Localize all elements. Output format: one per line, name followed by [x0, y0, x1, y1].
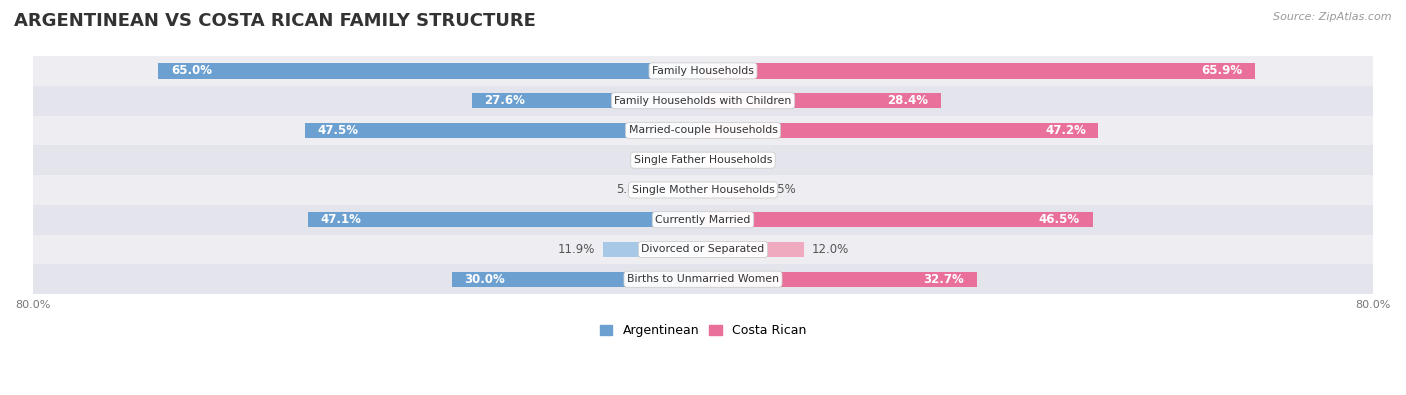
Text: 65.0%: 65.0% [172, 64, 212, 77]
Text: Single Mother Households: Single Mother Households [631, 185, 775, 195]
Text: 2.3%: 2.3% [731, 154, 761, 167]
Bar [703, 212, 1092, 228]
Text: Family Households: Family Households [652, 66, 754, 76]
Text: 65.9%: 65.9% [1202, 64, 1243, 77]
Bar [159, 63, 703, 79]
Text: 2.1%: 2.1% [647, 154, 678, 167]
Bar [685, 152, 703, 168]
Text: 6.5%: 6.5% [766, 183, 796, 196]
Bar [703, 242, 804, 257]
Bar [32, 205, 1374, 235]
Text: 28.4%: 28.4% [887, 94, 928, 107]
Bar [308, 212, 703, 228]
Bar [32, 115, 1374, 145]
Bar [472, 93, 703, 108]
Bar [703, 182, 758, 198]
Text: 47.1%: 47.1% [321, 213, 361, 226]
Bar [703, 93, 941, 108]
Text: 46.5%: 46.5% [1039, 213, 1080, 226]
Text: 5.8%: 5.8% [616, 183, 645, 196]
Text: 12.0%: 12.0% [811, 243, 849, 256]
Text: 47.2%: 47.2% [1045, 124, 1085, 137]
Bar [703, 152, 723, 168]
Bar [654, 182, 703, 198]
Text: ARGENTINEAN VS COSTA RICAN FAMILY STRUCTURE: ARGENTINEAN VS COSTA RICAN FAMILY STRUCT… [14, 12, 536, 30]
Bar [32, 175, 1374, 205]
Text: 32.7%: 32.7% [924, 273, 965, 286]
Text: Currently Married: Currently Married [655, 215, 751, 225]
Bar [32, 145, 1374, 175]
Bar [305, 123, 703, 138]
Text: 30.0%: 30.0% [464, 273, 505, 286]
Bar [32, 264, 1374, 294]
Text: Source: ZipAtlas.com: Source: ZipAtlas.com [1274, 12, 1392, 22]
Bar [603, 242, 703, 257]
Bar [703, 123, 1098, 138]
Bar [451, 271, 703, 287]
Bar [32, 235, 1374, 264]
Text: Married-couple Households: Married-couple Households [628, 126, 778, 135]
Text: 47.5%: 47.5% [318, 124, 359, 137]
Text: 11.9%: 11.9% [558, 243, 595, 256]
Text: 27.6%: 27.6% [484, 94, 526, 107]
Bar [703, 63, 1256, 79]
Text: Divorced or Separated: Divorced or Separated [641, 245, 765, 254]
Text: Single Father Households: Single Father Households [634, 155, 772, 165]
Bar [32, 56, 1374, 86]
Bar [703, 271, 977, 287]
Bar [32, 86, 1374, 115]
Text: Family Households with Children: Family Households with Children [614, 96, 792, 105]
Text: Births to Unmarried Women: Births to Unmarried Women [627, 274, 779, 284]
Legend: Argentinean, Costa Rican: Argentinean, Costa Rican [595, 320, 811, 342]
